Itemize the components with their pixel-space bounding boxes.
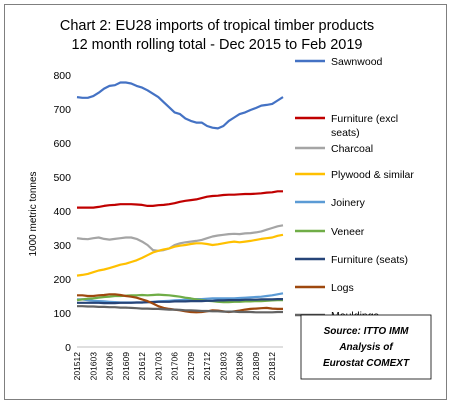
x-tick-label: 201812 [267, 352, 277, 381]
legend-label: Plywood & similar [331, 169, 414, 181]
x-axis: 201512 201603 201606 201609 201612 201703 2017… [72, 346, 283, 381]
x-tick-label: 201606 [105, 352, 115, 381]
series-line [77, 292, 284, 304]
x-tick-label: 201709 [186, 352, 196, 381]
x-tick-label: 201612 [137, 352, 147, 381]
source-line-3: Eurostat COMEXT [323, 358, 410, 369]
y-tick-label: 600 [53, 138, 71, 150]
y-tick-label: 0 [65, 342, 71, 354]
y-tick-label: 700 [53, 104, 71, 116]
y-tick-label: 500 [53, 172, 71, 184]
y-axis: 0 100 200 300 400 500 600 700 800 [53, 70, 71, 354]
source-box: Source: ITTO IMM Analysis of Eurostat CO… [300, 314, 432, 380]
y-tick-label: 400 [53, 206, 71, 218]
legend-label: Charcoal [331, 143, 373, 155]
legend-label: Sawnwood [331, 56, 383, 68]
legend: Sawnwood Furniture (excl seats) Charcoal Ply… [295, 56, 414, 322]
y-tick-label: 100 [53, 308, 71, 320]
series-line [76, 293, 283, 304]
x-tick-label: 201609 [121, 352, 131, 381]
legend-label: Joinery [331, 197, 366, 209]
x-tick-label: 201803 [218, 352, 228, 381]
series-line [76, 233, 284, 277]
y-axis-title: 1000 metric tonnes [28, 171, 39, 256]
chart-title-line-2: 12 month rolling total - Dec 2015 to Feb… [72, 37, 363, 53]
series-line [77, 305, 283, 314]
legend-label: Furniture (excl [331, 113, 398, 125]
source-box-border [300, 314, 432, 380]
x-tick-label: 201809 [251, 352, 261, 381]
y-tick-label: 800 [53, 70, 71, 82]
x-tick-label: 201706 [170, 352, 180, 381]
y-tick-label: 300 [53, 240, 71, 252]
x-tick-label: 201512 [72, 352, 82, 381]
chart-frame: Chart 2: EU28 imports of tropical timber… [4, 4, 447, 400]
series-line [76, 224, 284, 252]
series-line [77, 298, 283, 305]
series-line [77, 190, 283, 209]
legend-label: Logs [331, 282, 354, 294]
x-tick-label: 201806 [235, 352, 245, 381]
x-tick-label: 201603 [88, 352, 98, 381]
y-tick-label: 200 [53, 274, 71, 286]
line-chart: Chart 2: EU28 imports of tropical timber… [28, 18, 432, 381]
chart-title-line-1: Chart 2: EU28 imports of tropical timber… [60, 18, 374, 34]
legend-label: Veneer [331, 226, 365, 238]
source-line-2: Analysis of [338, 342, 394, 353]
series-lines [76, 81, 284, 314]
legend-label-continued: seats) [331, 127, 360, 139]
legend-label: Furniture (seats) [331, 254, 408, 266]
source-line-1: Source: ITTO IMM [324, 326, 409, 337]
x-tick-label: 201703 [153, 352, 163, 381]
series-line [76, 81, 284, 130]
x-tick-label: 201712 [202, 352, 212, 381]
